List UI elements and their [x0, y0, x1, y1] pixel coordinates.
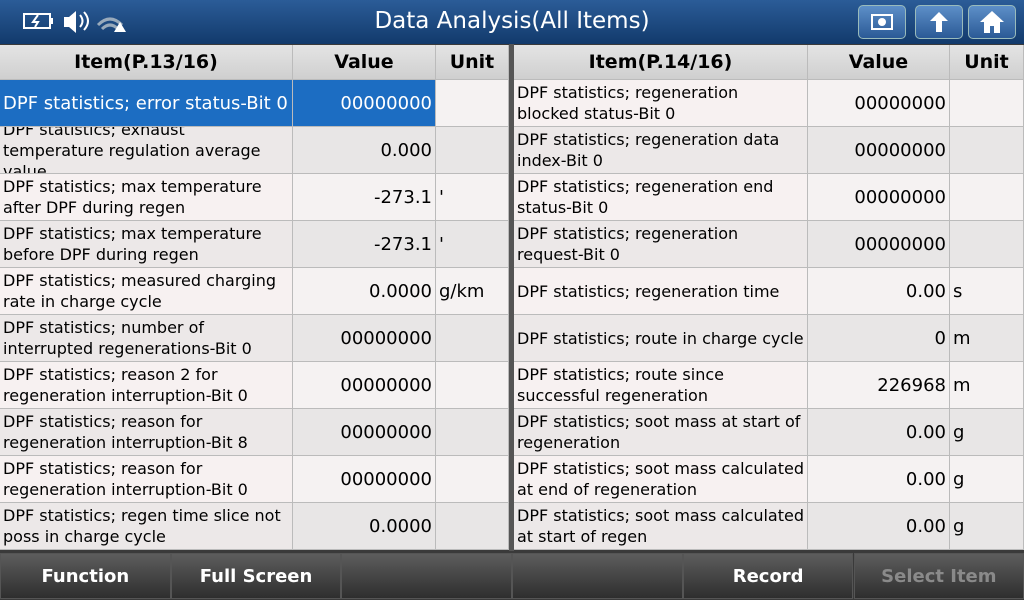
- table-cell: 226968: [808, 362, 950, 409]
- table-cell[interactable]: DPF statistics; regeneration end status-…: [514, 174, 808, 221]
- table-cell[interactable]: DPF statistics; max temperature before D…: [0, 221, 293, 268]
- table-cell[interactable]: DPF statistics; reason 2 for regeneratio…: [0, 362, 293, 409]
- table-cell: ': [436, 174, 509, 221]
- table-cell: ': [436, 221, 509, 268]
- toolbar-button[interactable]: [512, 553, 683, 599]
- table-cell: [950, 221, 1024, 268]
- table-cell: 00000000: [808, 221, 950, 268]
- column-header: Value: [808, 45, 950, 80]
- table-cell: 0.000: [293, 127, 436, 174]
- table-cell: 0.00: [808, 409, 950, 456]
- table-cell: 0.00: [808, 503, 950, 550]
- table-cell: m: [950, 362, 1024, 409]
- table-cell: -273.1: [293, 174, 436, 221]
- table-cell: 00000000: [293, 315, 436, 362]
- table-cell[interactable]: DPF statistics; soot mass calculated at …: [514, 503, 808, 550]
- table-cell: [950, 174, 1024, 221]
- table-cell: [436, 362, 509, 409]
- toolbar-button[interactable]: Full Screen: [170, 553, 342, 599]
- table-cell: 00000000: [808, 174, 950, 221]
- table-cell: 0.0000: [293, 503, 436, 550]
- table-cell: [436, 503, 509, 550]
- table-cell: [950, 80, 1024, 127]
- table-cell[interactable]: DPF statistics; max temperature after DP…: [0, 174, 293, 221]
- table-cell: [436, 315, 509, 362]
- table-cell: 00000000: [293, 456, 436, 503]
- table-cell: [436, 409, 509, 456]
- back-button[interactable]: [915, 5, 963, 39]
- table-cell: 0: [808, 315, 950, 362]
- table-cell: 00000000: [808, 80, 950, 127]
- table-cell: m: [950, 315, 1024, 362]
- table-cell: 00000000: [293, 362, 436, 409]
- table-cell: g: [950, 503, 1024, 550]
- table-cell[interactable]: DPF statistics; regeneration data index-…: [514, 127, 808, 174]
- toolbar-button[interactable]: Select Item: [853, 553, 1024, 599]
- table-cell: g: [950, 409, 1024, 456]
- toolbar-button[interactable]: [341, 553, 513, 599]
- toolbar-button[interactable]: Function: [0, 553, 171, 599]
- table-cell: s: [950, 268, 1024, 315]
- column-header: Value: [293, 45, 436, 80]
- table-cell: 0.0000: [293, 268, 436, 315]
- table-cell[interactable]: DPF statistics; exhaust temperature regu…: [0, 127, 293, 174]
- table-cell[interactable]: DPF statistics; soot mass calculated at …: [514, 456, 808, 503]
- home-button[interactable]: [968, 5, 1016, 39]
- table-cell: 00000000: [808, 127, 950, 174]
- divider: [509, 44, 514, 551]
- table-cell: [950, 127, 1024, 174]
- table-cell: [436, 127, 509, 174]
- table-cell[interactable]: DPF statistics; soot mass at start of re…: [514, 409, 808, 456]
- table-cell[interactable]: DPF statistics; route in charge cycle: [514, 315, 808, 362]
- table-cell: 0.00: [808, 456, 950, 503]
- table-cell[interactable]: DPF statistics; regeneration time: [514, 268, 808, 315]
- table-cell[interactable]: DPF statistics; regen time slice not pos…: [0, 503, 293, 550]
- title: Data Analysis(All Items): [374, 8, 650, 34]
- table-cell[interactable]: DPF statistics; measured charging rate i…: [0, 268, 293, 315]
- column-header: Item(P.13/16): [0, 45, 293, 80]
- screenshot-button[interactable]: [858, 5, 906, 39]
- table-cell[interactable]: DPF statistics; reason for regeneration …: [0, 409, 293, 456]
- table-cell[interactable]: DPF statistics; number of interrupted re…: [0, 315, 293, 362]
- column-header: Unit: [950, 45, 1024, 80]
- table-cell: g/km: [436, 268, 509, 315]
- table-cell[interactable]: DPF statistics; reason for regeneration …: [0, 456, 293, 503]
- column-header: Item(P.14/16): [514, 45, 808, 80]
- table-cell: g: [950, 456, 1024, 503]
- table-cell[interactable]: DPF statistics; route since successful r…: [514, 362, 808, 409]
- status-icons: [23, 11, 126, 33]
- table-cell: 00000000: [293, 409, 436, 456]
- table-cell: -273.1: [293, 221, 436, 268]
- table-cell[interactable]: DPF statistics; regeneration request-Bit…: [514, 221, 808, 268]
- toolbar-button[interactable]: Record: [682, 553, 854, 599]
- column-header: Unit: [436, 45, 509, 80]
- table-cell: 0.00: [808, 268, 950, 315]
- table-cell: [436, 456, 509, 503]
- table-cell[interactable]: DPF statistics; regeneration blocked sta…: [514, 80, 808, 127]
- title-bar: Data Analysis(All Items): [0, 0, 1024, 44]
- table-cell: [436, 80, 509, 127]
- table-cell[interactable]: DPF statistics; error status-Bit 0: [0, 80, 293, 127]
- table-cell: 00000000: [293, 80, 436, 127]
